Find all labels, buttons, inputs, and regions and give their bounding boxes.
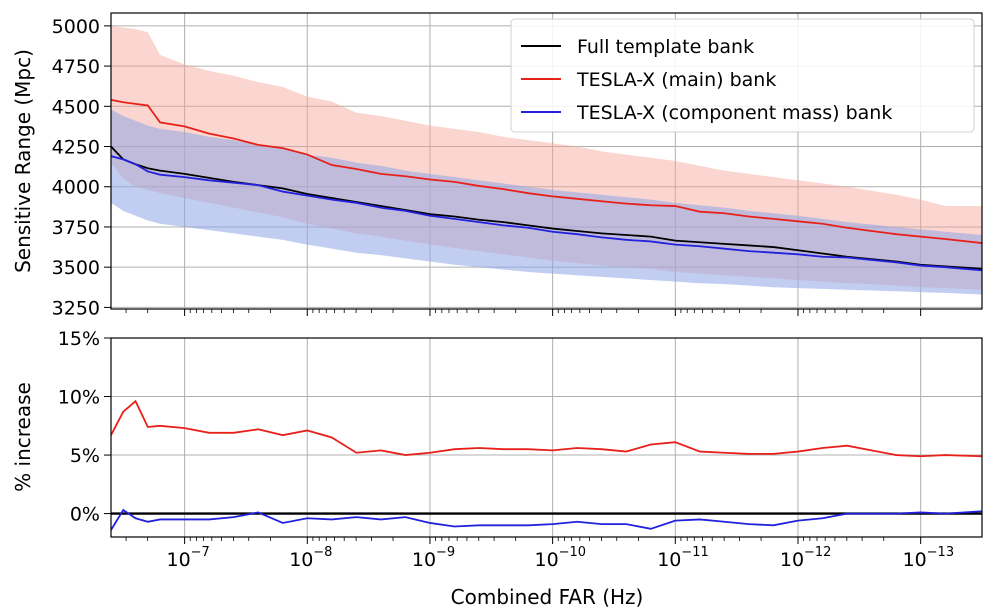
y-tick-label: 3750 — [52, 217, 100, 239]
legend-label: TESLA-X (main) bank — [576, 69, 776, 91]
x-tick-exponent: −9 — [436, 545, 455, 560]
y-tick-label: 3250 — [52, 297, 100, 319]
x-tick-exponent: −11 — [681, 545, 708, 560]
legend-label: Full template bank — [577, 36, 754, 58]
y-tick-label: 4250 — [52, 137, 100, 159]
x-axis-label: Combined FAR (Hz) — [451, 585, 644, 609]
x-tick-exponent: −10 — [559, 545, 586, 560]
x-tick-label: 10 — [289, 549, 313, 571]
x-tick-exponent: −13 — [927, 545, 954, 560]
top-y-axis-label: Sensitive Range (Mpc) — [11, 49, 35, 273]
y-tick-label: 4750 — [52, 56, 100, 78]
top-axes-frame — [110, 12, 983, 310]
series-line — [111, 98, 982, 244]
series-line — [111, 145, 982, 270]
y-tick-label: 10% — [58, 387, 100, 409]
y-tick-label: 4000 — [52, 177, 100, 199]
x-tick-exponent: −8 — [313, 545, 332, 560]
y-tick-label: 15% — [58, 328, 100, 350]
top-lines — [111, 98, 982, 272]
y-tick-label: 4500 — [52, 96, 100, 118]
x-tick-label: 10 — [167, 549, 191, 571]
y-tick-label: 5000 — [52, 16, 100, 38]
x-tick-label: 10 — [412, 549, 436, 571]
bottom-y-axis-label: % increase — [11, 382, 35, 492]
x-tick-label: 10 — [535, 549, 559, 571]
bottom-axes-frame — [110, 337, 983, 538]
y-tick-label: 3500 — [52, 257, 100, 279]
x-tick-exponent: −12 — [804, 545, 831, 560]
legend-label: TESLA-X (component mass) bank — [576, 102, 892, 124]
x-tick-exponent: −7 — [191, 545, 210, 560]
x-tick-label: 10 — [780, 549, 804, 571]
legend-box — [510, 18, 975, 133]
series-line — [111, 508, 982, 531]
x-tick-label: 10 — [657, 549, 681, 571]
axes-frames — [110, 12, 983, 538]
confidence-bands — [111, 25, 982, 295]
band-component-mass — [111, 109, 982, 295]
series-line — [111, 399, 982, 458]
bottom-lines — [111, 399, 982, 531]
series-lines — [111, 98, 982, 531]
axis-ticks: 3250 3500 3750 4000 4250 4500 4750 5000 0% 5% 10% 1… — [52, 16, 954, 571]
y-tick-label: 5% — [70, 445, 100, 467]
y-tick-label: 0% — [70, 504, 100, 526]
series-line — [111, 155, 982, 272]
legend: Full template bank TESLA-X (main) bank TES… — [510, 18, 975, 133]
x-tick-label: 10 — [903, 549, 927, 571]
